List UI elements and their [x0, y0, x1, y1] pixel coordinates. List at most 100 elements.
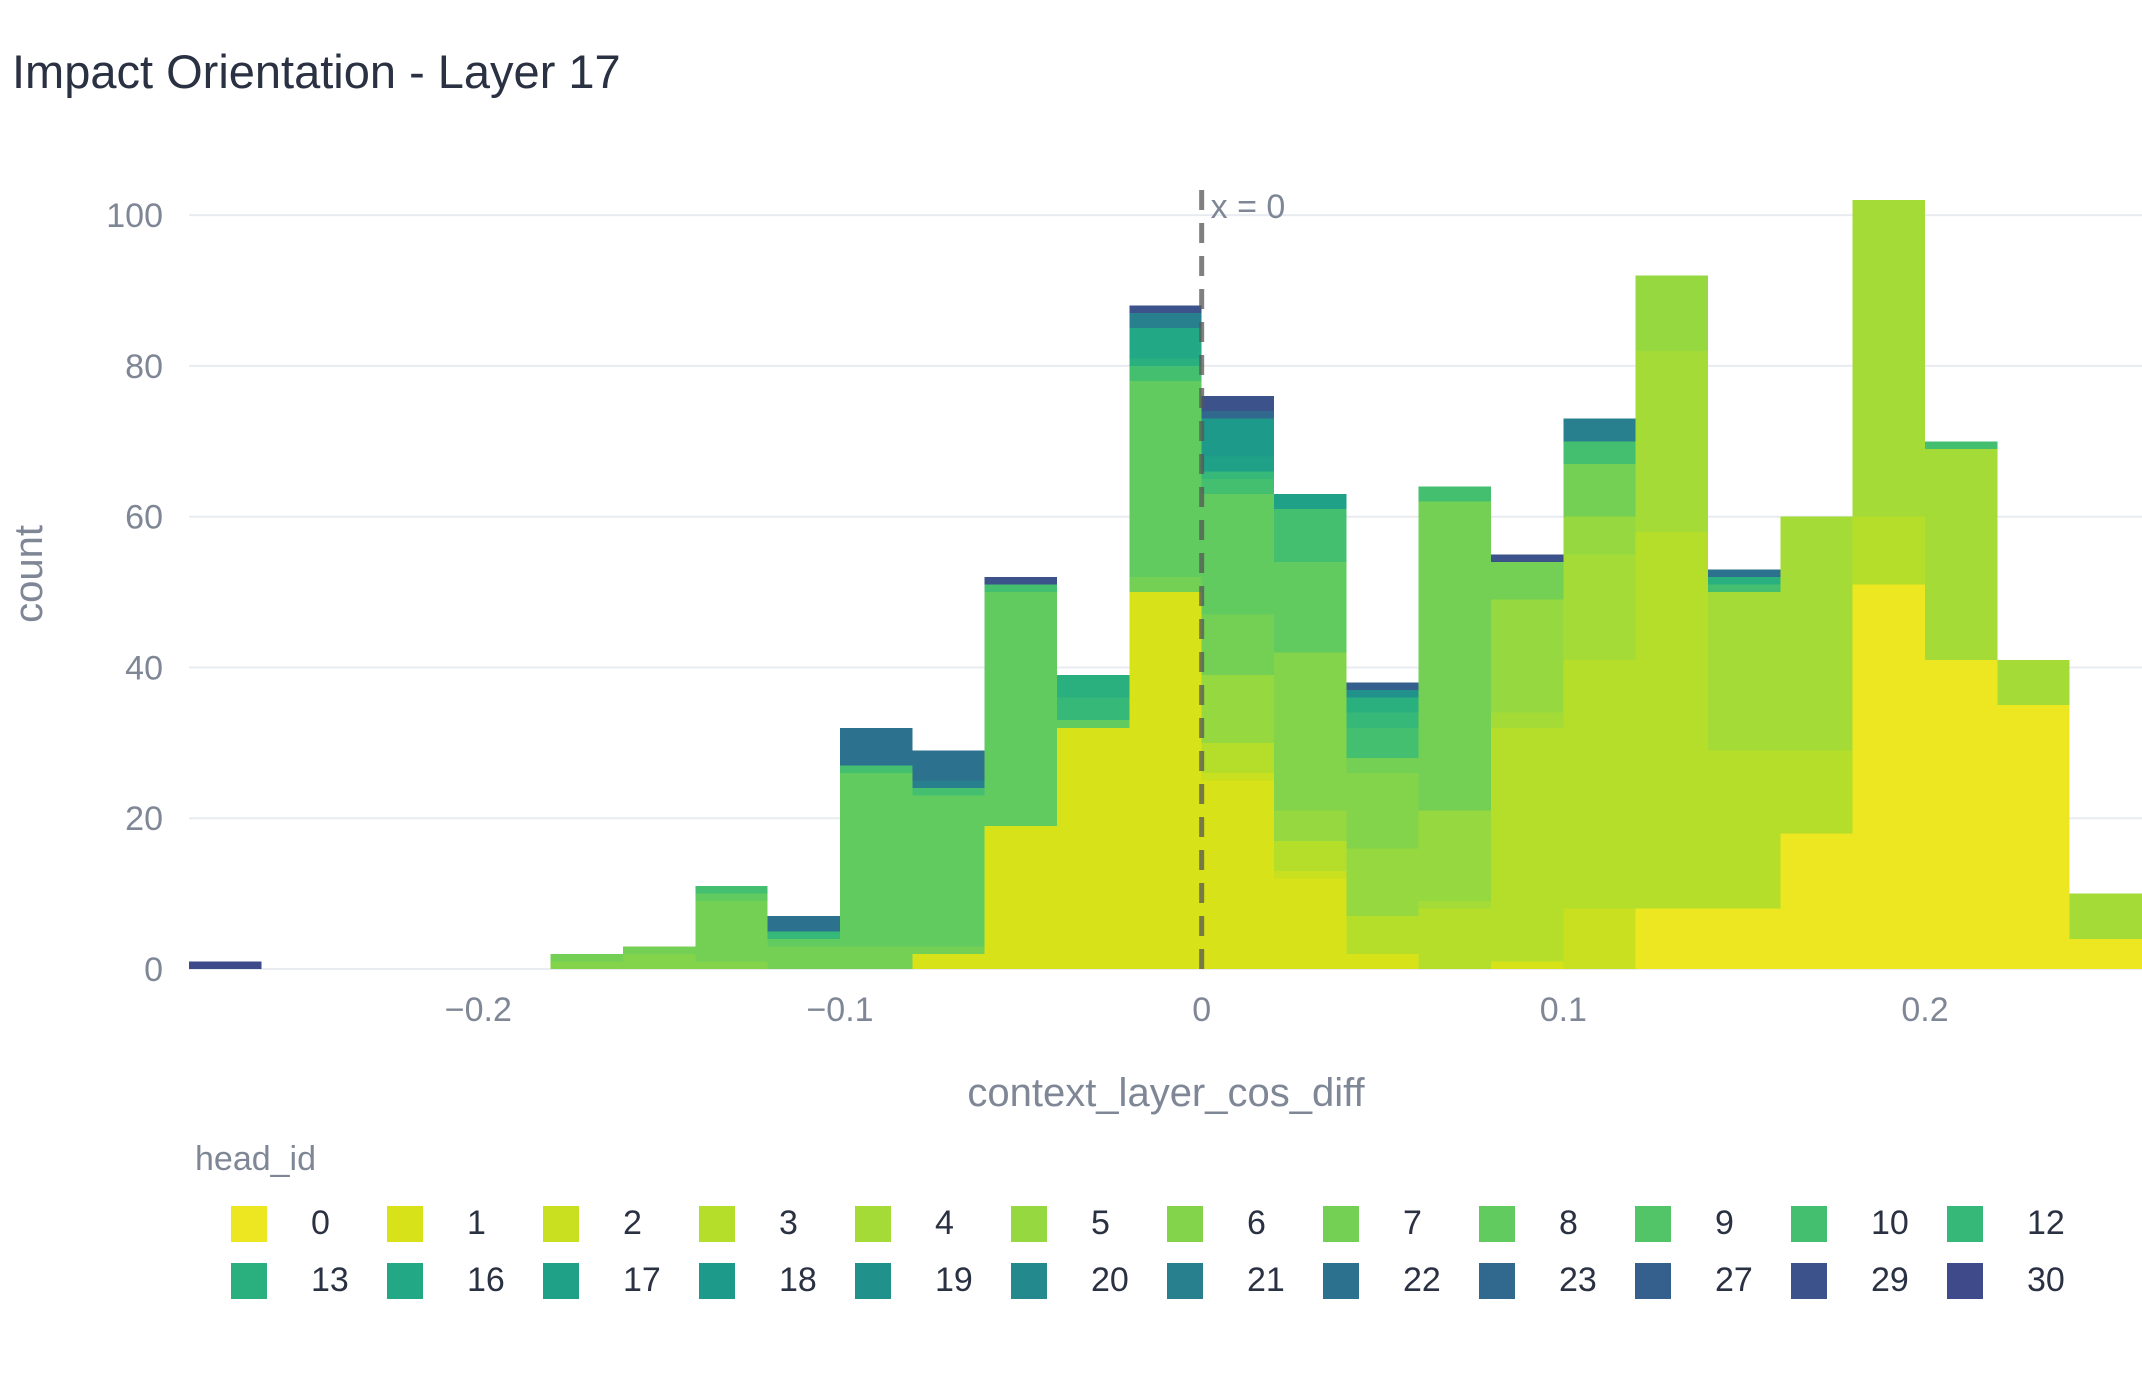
legend-swatch: [1167, 1262, 1203, 1299]
legend-item-head-3[interactable]: 3: [699, 1195, 855, 1252]
legend-swatch: [1323, 1205, 1359, 1242]
legend-swatch: [231, 1205, 267, 1242]
legend-label: 22: [1403, 1261, 1441, 1299]
bar-segment-head-7: [1129, 577, 1202, 593]
bar-segment-head-5: [1491, 599, 1564, 713]
legend-item-head-5[interactable]: 5: [1011, 1195, 1167, 1252]
bar-segment-head-12: [767, 931, 840, 939]
bar-segment-head-5: [1563, 516, 1636, 555]
bar-segment-head-5: [1418, 810, 1491, 902]
bar-segment-head-4: [1925, 448, 1998, 660]
legend-title: head_id: [195, 1140, 317, 1178]
legend-item-head-1[interactable]: 1: [387, 1195, 543, 1252]
x-tick-label: 0.1: [1540, 991, 1587, 1029]
legend-label: 9: [1715, 1204, 1734, 1242]
bar-segment-head-16: [1129, 328, 1202, 359]
legend-swatch: [699, 1205, 735, 1242]
bar-segment-head-4: [1635, 350, 1708, 532]
legend-label: 7: [1403, 1204, 1422, 1242]
legend-label: 2: [623, 1204, 642, 1242]
legend-item-head-29[interactable]: 29: [1791, 1252, 1947, 1309]
bar-segment-head-29: [984, 577, 1057, 585]
legend-item-head-18[interactable]: 18: [699, 1252, 855, 1309]
legend-item-head-10[interactable]: 10: [1791, 1195, 1947, 1252]
legend-label: 20: [1091, 1261, 1129, 1299]
bar-segment-head-18: [1201, 418, 1274, 457]
bar-segment-head-30: [189, 961, 262, 969]
bar-segment-head-27: [1346, 682, 1419, 691]
bar-segment-head-19: [1346, 690, 1419, 698]
legend-item-head-19[interactable]: 19: [855, 1252, 1011, 1309]
legend-item-head-22[interactable]: 22: [1323, 1252, 1479, 1309]
legend-swatch: [543, 1205, 579, 1242]
bar-segment-head-21: [1129, 313, 1202, 329]
legend-item-head-23[interactable]: 23: [1479, 1252, 1635, 1309]
bar-segment-head-3: [1201, 742, 1274, 773]
bar-segment-head-1: [1491, 961, 1564, 969]
legend-label: 21: [1247, 1261, 1285, 1299]
legend-item-head-17[interactable]: 17: [543, 1252, 699, 1309]
bar-segment-head-7: [695, 901, 768, 962]
legend-swatch: [387, 1262, 423, 1299]
bar-segment-head-10: [912, 788, 985, 796]
legend-swatch: [855, 1262, 891, 1299]
legend-label: 13: [311, 1261, 349, 1299]
y-tick-label: 60: [125, 499, 163, 537]
bar-segment-head-2: [1563, 908, 1636, 969]
legend-label: 29: [1871, 1261, 1909, 1299]
bar-segment-head-8: [695, 893, 768, 902]
x-tick-label: −0.1: [806, 991, 873, 1029]
bar-segment-head-3: [1780, 750, 1853, 834]
bar-segment-head-22: [767, 916, 840, 932]
legend-item-head-13[interactable]: 13: [231, 1252, 387, 1309]
legend-item-head-6[interactable]: 6: [1167, 1195, 1323, 1252]
bar-segment-head-0: [1997, 705, 2070, 969]
bar-segment-head-10: [840, 765, 913, 773]
legend-label: 6: [1247, 1204, 1266, 1242]
legend-item-head-16[interactable]: 16: [387, 1252, 543, 1309]
bar-segment-head-10: [1346, 727, 1419, 758]
legend-item-head-2[interactable]: 2: [543, 1195, 699, 1252]
bar-segment-head-3: [1346, 916, 1419, 954]
legend-swatch: [387, 1205, 423, 1242]
bar-segment-head-10: [1201, 479, 1274, 495]
legend-item-head-9[interactable]: 9: [1635, 1195, 1791, 1252]
legend-item-head-21[interactable]: 21: [1167, 1252, 1323, 1309]
bar-segment-head-22: [840, 727, 913, 766]
bar-segment-head-10: [1708, 584, 1781, 593]
bar-segment-head-0: [1708, 908, 1781, 969]
legend-swatch: [1011, 1205, 1047, 1242]
y-tick-label: 100: [106, 197, 163, 235]
legend-item-head-4[interactable]: 4: [855, 1195, 1011, 1252]
legend-label: 23: [1559, 1261, 1597, 1299]
bar-segment-head-10: [1925, 441, 1998, 449]
bar-segment-head-10: [695, 886, 768, 894]
bar-segment-head-5: [1346, 848, 1419, 917]
bar-segment-head-6: [1346, 773, 1419, 849]
bar-segment-head-3: [1491, 727, 1564, 962]
legend-swatch: [1479, 1262, 1515, 1299]
bar-segment-head-1: [1346, 953, 1419, 969]
bar-segment-head-1: [1129, 592, 1202, 969]
bar-segment-head-12: [1201, 471, 1274, 479]
zero-reference: x = 0: [1199, 188, 1285, 969]
legend-label: 0: [311, 1204, 330, 1242]
legend-item-head-7[interactable]: 7: [1323, 1195, 1479, 1252]
legend-item-head-20[interactable]: 20: [1011, 1252, 1167, 1309]
legend-item-head-0[interactable]: 0: [231, 1195, 387, 1252]
legend-item-head-12[interactable]: 12: [1947, 1195, 2103, 1252]
bar-segment-head-13: [1129, 358, 1202, 366]
legend-swatch: [699, 1262, 735, 1299]
legend-label: 27: [1715, 1261, 1753, 1299]
y-tick-label: 40: [125, 649, 163, 687]
bar-segment-head-4: [1563, 554, 1636, 660]
bar-segment-head-6: [550, 961, 623, 969]
bar-segment-head-1: [912, 953, 985, 969]
legend-label: 1: [467, 1204, 486, 1242]
legend-item-head-8[interactable]: 8: [1479, 1195, 1635, 1252]
legend-item-head-27[interactable]: 27: [1635, 1252, 1791, 1309]
bar-segment-head-10: [1274, 509, 1347, 562]
legend-item-head-30[interactable]: 30: [1947, 1252, 2103, 1309]
bar-segment-head-17: [1201, 456, 1274, 472]
legend-label: 3: [779, 1204, 798, 1242]
